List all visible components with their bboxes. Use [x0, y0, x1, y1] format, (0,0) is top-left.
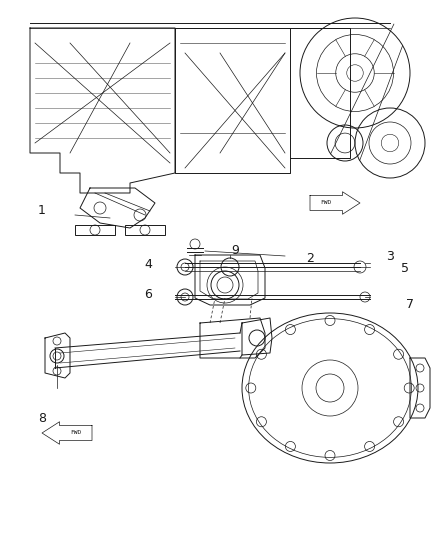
Text: 5: 5 — [401, 262, 409, 276]
Text: 2: 2 — [306, 252, 314, 264]
Text: 4: 4 — [144, 259, 152, 271]
Text: 3: 3 — [386, 249, 394, 262]
Text: 8: 8 — [38, 411, 46, 424]
Text: 7: 7 — [406, 297, 414, 311]
Text: FWD: FWD — [320, 200, 332, 206]
Text: 6: 6 — [144, 288, 152, 302]
Text: FWD: FWD — [71, 431, 81, 435]
Text: 9: 9 — [231, 244, 239, 256]
Text: 1: 1 — [38, 205, 46, 217]
